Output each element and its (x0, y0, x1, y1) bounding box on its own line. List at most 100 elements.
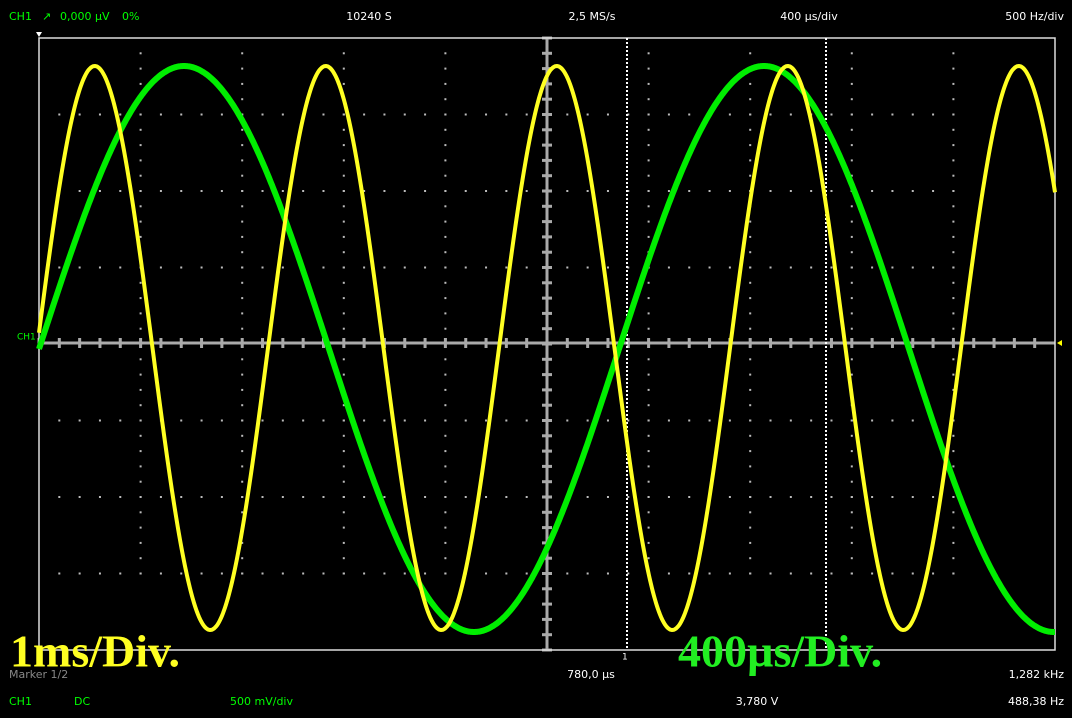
grid-dot (241, 235, 244, 238)
grid-dot (139, 113, 142, 116)
grid-dot (159, 190, 162, 192)
axis-tick (159, 338, 163, 348)
grid-dot (749, 82, 752, 85)
grid-dot (241, 511, 244, 514)
grid-dot (952, 128, 955, 131)
axis-tick (362, 338, 366, 348)
grid-dot (952, 144, 955, 147)
grid-dot (789, 496, 792, 498)
grid-dot (932, 190, 935, 192)
grid-dot (119, 496, 122, 498)
grid-dot (688, 572, 691, 575)
grid-dot (444, 266, 447, 269)
axis-tick (850, 338, 854, 348)
grid-dot (159, 572, 162, 575)
grid-dot (139, 511, 142, 514)
grid-dot (586, 419, 589, 422)
grid-dot (342, 82, 345, 85)
grid-dot (159, 496, 162, 498)
grid-dot (159, 266, 162, 269)
grid-dot (241, 373, 244, 376)
grid-dot (342, 281, 345, 284)
axis-tick (542, 128, 552, 132)
grid-dot (728, 496, 731, 498)
grid-dot (830, 419, 833, 422)
grid-dot (871, 113, 874, 116)
grid-dot (464, 266, 467, 269)
grid-dot (139, 144, 142, 147)
grid-dot (241, 572, 244, 575)
grid-dot (444, 388, 447, 391)
axis-tick (342, 338, 346, 348)
grid-dot (749, 159, 752, 162)
grid-dot (424, 190, 427, 192)
grid-dot (749, 388, 752, 391)
grid-dot (606, 496, 609, 498)
grid-dot (647, 67, 650, 70)
axis-tick (542, 174, 552, 178)
grid-dot (647, 174, 650, 177)
grid-dot (749, 113, 752, 116)
grid-dot (444, 297, 447, 300)
grid-dot (952, 159, 955, 162)
grid-dot (647, 327, 650, 330)
grid-dot (769, 113, 772, 116)
grid-dot (952, 251, 955, 254)
grid-dot (119, 113, 122, 116)
grid-dot (647, 388, 650, 391)
axis-tick (890, 338, 894, 348)
grid-dot (241, 297, 244, 300)
grid-dot (749, 128, 752, 131)
grid-dot (952, 312, 955, 315)
grid-dot (444, 52, 447, 55)
waveform-yellow (37, 63, 1057, 633)
grid-dot (505, 190, 508, 192)
grid-dot (403, 266, 406, 269)
grid-dot (139, 220, 142, 223)
axis-tick (809, 338, 813, 348)
grid-dot (647, 235, 650, 238)
grid-dot (749, 511, 752, 514)
grid-dot (688, 113, 691, 116)
grid-dot (586, 190, 589, 192)
cursor-freq: 1,282 kHz (1009, 668, 1065, 681)
grid-dot (830, 572, 833, 575)
freq-value: 488,38 Hz (1008, 695, 1064, 708)
grid-dot (891, 190, 894, 192)
grid-dot (342, 266, 345, 269)
grid-dot (606, 572, 609, 575)
axis-tick (992, 338, 996, 348)
grid-dot (342, 205, 345, 208)
grid-dot (850, 52, 853, 55)
grid-dot (871, 419, 874, 422)
grid-dot (749, 144, 752, 147)
axis-tick (542, 587, 552, 591)
grid-dot (749, 450, 752, 453)
grid-dot (667, 190, 670, 192)
grid-dot (444, 144, 447, 147)
axis-tick (647, 338, 651, 348)
grid-dot (302, 496, 305, 498)
grid-dot (139, 358, 142, 361)
grid-dot (139, 450, 142, 453)
grid-dot (850, 480, 853, 483)
grid-dot (444, 526, 447, 529)
grid-dot (647, 465, 650, 468)
grid-dot (139, 67, 142, 70)
axis-tick (443, 338, 447, 348)
grid-dot (891, 496, 894, 498)
grid-dot (647, 82, 650, 85)
grid-dot (261, 419, 264, 422)
grid-dot (850, 419, 853, 422)
grid-dot (850, 572, 853, 575)
grid-dot (769, 572, 772, 575)
grid-dot (261, 190, 264, 192)
grid-dot (566, 266, 569, 269)
grid-dot (952, 434, 955, 437)
grid-dot (789, 113, 792, 116)
grid-dot (749, 526, 752, 529)
axis-tick (78, 338, 82, 348)
grid-dot (139, 327, 142, 330)
grid-dot (444, 511, 447, 514)
grid-dot (485, 496, 488, 498)
